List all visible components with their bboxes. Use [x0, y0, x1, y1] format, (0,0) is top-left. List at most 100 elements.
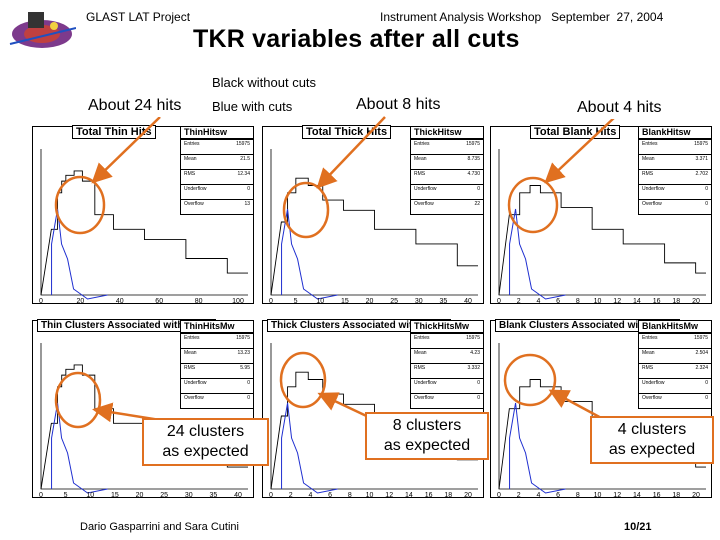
stats-key: Underflow — [184, 380, 207, 386]
stats-key: Mean — [414, 350, 427, 356]
histogram-panel: 0 5 10 15 20 25 30 35 40 Thin Clusters Associated… — [32, 318, 254, 499]
x-tick-label: 4 — [536, 298, 540, 305]
stats-key: Mean — [414, 156, 427, 162]
stats-row: Entries 15975 — [411, 139, 483, 154]
x-tick-label: 0 — [39, 298, 43, 305]
stats-value: 4.730 — [467, 171, 480, 177]
stats-key: RMS — [184, 365, 196, 371]
stats-row: RMS 12.34 — [181, 169, 253, 184]
x-tick-label: 6 — [556, 492, 560, 499]
stats-name: ThickHitsMw — [411, 321, 483, 333]
x-tick-label: 8 — [576, 298, 580, 305]
stats-value: 21.5 — [240, 156, 250, 162]
stats-box: ThickHitsMw Entries 15975 Mean 4.23 RMS 3.332 U… — [410, 320, 484, 409]
x-tick-label: 16 — [653, 492, 661, 499]
x-tick-label: 12 — [385, 492, 393, 499]
stats-value: 4.23 — [470, 350, 480, 356]
x-tick-label: 8 — [576, 492, 580, 499]
stats-row: Overflow 0 — [411, 393, 483, 408]
legend-black: Black without cuts — [212, 75, 317, 90]
x-tick-label: 0 — [39, 492, 43, 499]
stats-row: Overflow 0 — [639, 199, 711, 214]
x-tick-label: 4 — [536, 492, 540, 499]
x-tick-label: 80 — [195, 298, 203, 305]
x-tick-label: 5 — [294, 298, 298, 305]
stats-value: 0 — [477, 380, 480, 386]
hits-label-thin: About 24 hits — [84, 95, 186, 117]
x-tick-label: 16 — [653, 298, 661, 305]
stats-value: 8.735 — [467, 156, 480, 162]
stats-value: 15975 — [694, 141, 708, 147]
callout-thick-line2: as expected — [383, 437, 471, 454]
x-tick-label: 20 — [692, 298, 700, 305]
callout-blank-clusters: 4 clusters as expected — [590, 416, 714, 464]
stats-row: RMS 5.95 — [181, 363, 253, 378]
stats-row: Underflow 0 — [411, 184, 483, 199]
x-tick-label: 10 — [594, 492, 602, 499]
stats-row: Entries 15975 — [639, 139, 711, 154]
stats-value: 13 — [244, 201, 250, 207]
stats-key: Mean — [184, 156, 197, 162]
stats-row: Mean 3.371 — [639, 154, 711, 169]
stats-value: 15975 — [236, 335, 250, 341]
histogram-panel: 0 20 40 60 80 100 Total Thin Hits ThinHitsw Entr… — [32, 124, 254, 305]
stats-key: Underflow — [642, 186, 665, 192]
stats-key: Entries — [642, 141, 658, 147]
stats-key: Mean — [642, 156, 655, 162]
stats-row: Mean 2.504 — [639, 348, 711, 363]
stats-box: ThinHitsw Entries 15975 Mean 21.5 RMS 12.34 Und… — [180, 126, 254, 215]
x-tick-label: 60 — [155, 298, 163, 305]
stats-row: RMS 2.324 — [639, 363, 711, 378]
histogram-title: Total Thick Hits — [302, 125, 392, 139]
x-tick-label: 20 — [136, 492, 144, 499]
callout-thick-clusters: 8 clusters as expected — [365, 412, 489, 460]
stats-row: Mean 13.23 — [181, 348, 253, 363]
stats-value: 0 — [477, 395, 480, 401]
blue-histogram — [281, 208, 338, 300]
blue-histogram — [509, 208, 566, 300]
stats-key: RMS — [642, 171, 654, 177]
stats-row: Entries 15975 — [181, 139, 253, 154]
stats-key: Underflow — [642, 380, 665, 386]
stats-value: 15975 — [466, 141, 480, 147]
x-tick-label: 14 — [633, 492, 641, 499]
stats-value: 22 — [474, 201, 480, 207]
stats-row: Mean 4.23 — [411, 348, 483, 363]
x-tick-label: 40 — [234, 492, 242, 499]
histogram-title: Total Blank Hits — [530, 125, 621, 139]
stats-key: Mean — [642, 350, 655, 356]
stats-name: ThinHitsMw — [181, 321, 253, 333]
stats-row: Entries 15975 — [639, 333, 711, 348]
stats-row: Underflow 0 — [639, 378, 711, 393]
stats-value: 0 — [705, 201, 708, 207]
x-tick-label: 35 — [209, 492, 217, 499]
x-tick-label: 6 — [556, 298, 560, 305]
stats-key: Underflow — [414, 186, 437, 192]
stats-key: Mean — [184, 350, 197, 356]
stats-value: 3.332 — [467, 365, 480, 371]
stats-row: Underflow 0 — [411, 378, 483, 393]
stats-row: Underflow 0 — [181, 378, 253, 393]
histogram-panel: 0 2 4 6 8 10 12 14 16 18 20 Thick Clusters Associat… — [262, 318, 484, 499]
stats-key: RMS — [642, 365, 654, 371]
callout-thin-clusters: 24 clusters as expected — [142, 418, 269, 466]
callout-thin-line2: as expected — [162, 443, 249, 460]
stats-value: 13.23 — [237, 350, 250, 356]
stats-value: 2.324 — [695, 365, 708, 371]
histogram-panel: 0 5 10 15 20 25 30 35 40 Total Thick Hits ThickHit… — [262, 124, 484, 305]
stats-key: Overflow — [642, 201, 662, 207]
x-tick-label: 2 — [289, 492, 293, 499]
stats-value: 0 — [705, 380, 708, 386]
stats-key: Overflow — [414, 201, 434, 207]
x-tick-label: 10 — [366, 492, 374, 499]
stats-box: BlankHitsw Entries 15975 Mean 3.371 RMS 2.702 U… — [638, 126, 712, 215]
stats-key: Entries — [414, 335, 430, 341]
x-tick-label: 18 — [672, 298, 680, 305]
x-tick-label: 2 — [517, 298, 521, 305]
stats-name: BlankHitsMw — [639, 321, 711, 333]
footer-page-number: 10/21 — [624, 521, 652, 533]
x-tick-label: 20 — [464, 492, 472, 499]
stats-value: 0 — [247, 395, 250, 401]
stats-box: ThickHitsw Entries 15975 Mean 8.735 RMS 4.730 U… — [410, 126, 484, 215]
x-tick-label: 10 — [86, 492, 94, 499]
